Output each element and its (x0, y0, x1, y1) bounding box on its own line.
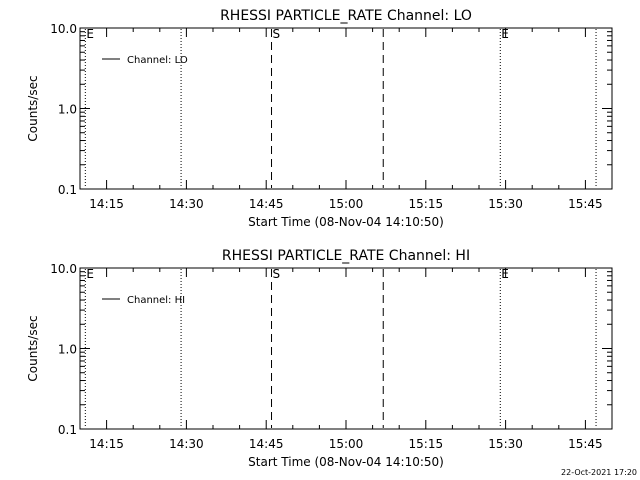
event-marker-label: E (501, 267, 509, 281)
y-tick-label: 1.0 (58, 343, 77, 357)
x-tick-label: 15:00 (329, 437, 364, 451)
x-tick-label: 14:15 (89, 197, 124, 211)
y-tick-label: 0.1 (58, 423, 77, 437)
footer-timestamp: 22-Oct-2021 17:20 (561, 468, 637, 477)
event-marker-label: S (273, 267, 281, 281)
x-tick-label: 14:30 (169, 437, 204, 451)
x-tick-label: 14:15 (89, 437, 124, 451)
chart-panels: RHESSI PARTICLE_RATE Channel: LO Counts/s… (26, 8, 613, 469)
x-tick-label: 15:30 (488, 197, 523, 211)
x-tick-label: 15:45 (568, 437, 603, 451)
legend-label: Channel: LO (127, 55, 188, 66)
y-axis-label: Counts/sec (26, 315, 40, 381)
plot-frame (79, 267, 613, 430)
y-axis-label: Counts/sec (26, 75, 40, 141)
chart-title: RHESSI PARTICLE_RATE Channel: HI (222, 248, 470, 264)
x-tick-label: 14:45 (249, 437, 284, 451)
y-tick-label: 10.0 (50, 22, 77, 36)
x-tick-label: 14:45 (249, 197, 284, 211)
chart-panel: RHESSI PARTICLE_RATE Channel: LO Counts/s… (26, 8, 613, 229)
x-tick-label: 15:45 (568, 197, 603, 211)
y-tick-label: 10.0 (50, 262, 77, 276)
x-tick-label: 15:15 (409, 197, 444, 211)
chart-panel: RHESSI PARTICLE_RATE Channel: HI Counts/s… (26, 248, 613, 469)
y-tick-label: 0.1 (58, 183, 77, 197)
event-marker-label: E (86, 27, 94, 41)
x-axis-label: Start Time (08-Nov-04 14:10:50) (248, 215, 444, 229)
x-tick-label: 15:15 (409, 437, 444, 451)
x-tick-label: 15:00 (329, 197, 364, 211)
x-axis-label: Start Time (08-Nov-04 14:10:50) (248, 455, 444, 469)
y-tick-label: 1.0 (58, 103, 77, 117)
plot-frame (79, 27, 613, 190)
event-marker-label: E (501, 27, 509, 41)
x-tick-label: 15:30 (488, 437, 523, 451)
event-marker-label: E (86, 267, 94, 281)
event-marker-label: S (273, 27, 281, 41)
chart-title: RHESSI PARTICLE_RATE Channel: LO (220, 8, 472, 24)
x-tick-label: 14:30 (169, 197, 204, 211)
legend-label: Channel: HI (127, 295, 185, 306)
